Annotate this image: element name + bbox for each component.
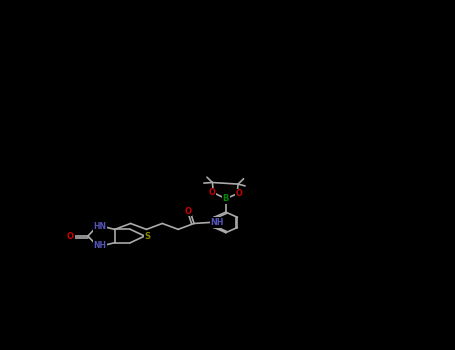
Text: O: O	[209, 188, 216, 197]
Text: O: O	[184, 207, 191, 216]
Text: NH: NH	[93, 241, 106, 250]
Text: O: O	[236, 189, 243, 198]
Text: NH: NH	[211, 218, 224, 227]
Text: O: O	[67, 232, 74, 240]
Text: B: B	[222, 194, 229, 203]
Text: HN: HN	[93, 222, 106, 231]
Text: S: S	[145, 232, 151, 240]
